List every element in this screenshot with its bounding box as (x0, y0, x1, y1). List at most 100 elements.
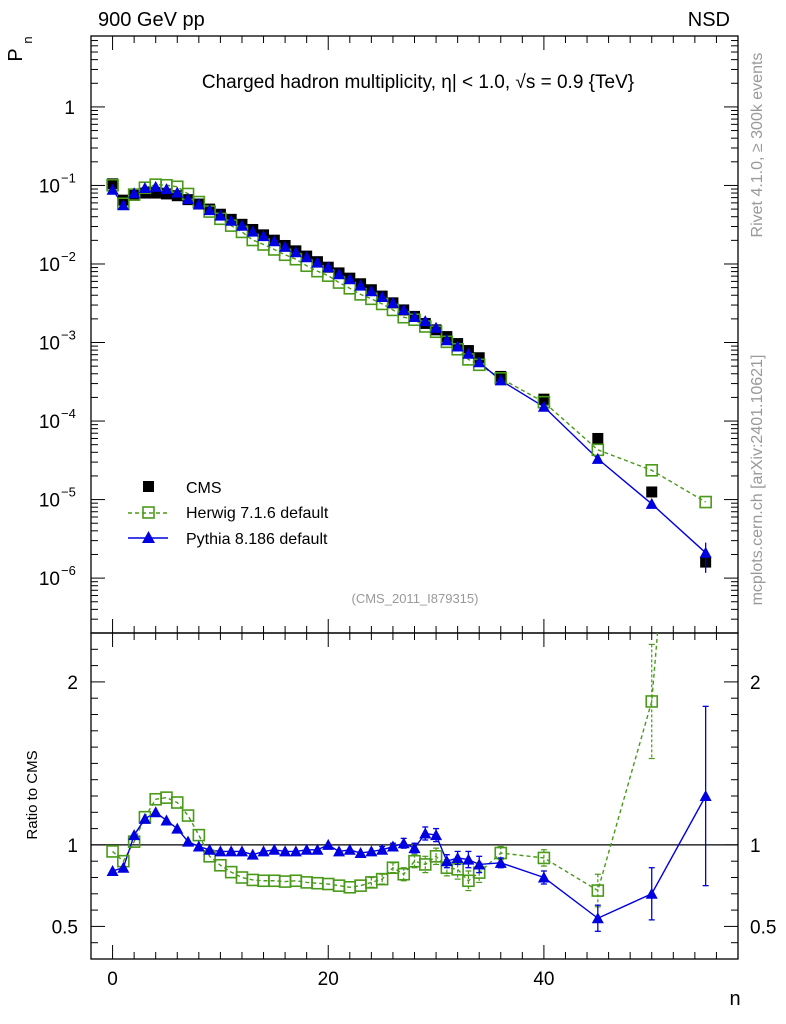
pythia-ratio-point (494, 856, 507, 868)
cms-point (592, 432, 604, 444)
ratio-axis-label: Ratio to CMS (24, 750, 41, 839)
pythia-ratio-point (333, 845, 346, 857)
pythia-ratio-point (365, 845, 378, 857)
pythia-point (106, 183, 119, 195)
herwig-ratio-point (700, 57, 711, 68)
mcplots-label: mcplots.cern.ch [arXiv:2401.10621] (749, 355, 766, 606)
legend-herwig-label: Herwig 7.1.6 default (186, 505, 329, 522)
y-tick-exponent: −2 (61, 249, 76, 264)
herwig-ratio-point (386, 861, 400, 875)
y-tick-label: 10 (39, 255, 60, 276)
pythia-point (171, 186, 184, 198)
pythia-point (430, 321, 443, 333)
legend-pythia-label: Pythia 8.186 default (186, 531, 328, 548)
pythia-point (408, 311, 421, 323)
pythia-point (149, 180, 162, 192)
pythia-point (311, 256, 324, 268)
pythia-point (537, 400, 550, 412)
pythia-ratio-point (699, 790, 712, 801)
ratio-tick-label-right: 1 (750, 836, 761, 857)
y-tick-exponent: −1 (61, 170, 76, 185)
pythia-ratio-point (225, 845, 238, 857)
pythia-point (451, 340, 464, 352)
pythia-ratio-point (430, 829, 443, 841)
pythia-point (192, 198, 205, 210)
ratio-tick-label-left: 0.5 (52, 917, 78, 938)
y-tick-label: 10 (39, 569, 60, 590)
pythia-point (235, 219, 248, 231)
y-axis-label: P n (5, 36, 35, 61)
pythia-ratio-point (192, 840, 205, 852)
pythia-ratio-point (235, 845, 248, 857)
legend: CMS Herwig 7.1.6 default Pythia 8.186 de… (128, 480, 329, 548)
pythia-ratio-point (279, 845, 292, 857)
y-tick-label: 1 (64, 98, 75, 119)
herwig-line (111, 183, 707, 503)
pythia-ratio-point (645, 887, 658, 899)
herwig-ratio-point (429, 850, 443, 863)
ratio-tick-label-right: 0.5 (750, 917, 776, 938)
x-tick-label: 0 (107, 969, 118, 990)
y-tick-exponent: −6 (61, 563, 76, 578)
herwig-point (645, 463, 659, 477)
y-tick-exponent: −4 (61, 406, 76, 421)
data-layer (106, 57, 712, 932)
cms-point (150, 187, 162, 199)
ratio-plot-frame (90, 632, 739, 960)
pythia-ratio-point (473, 858, 486, 870)
pythia-ratio-point (462, 853, 475, 865)
ratio-tick-label-left: 2 (67, 673, 78, 694)
pythia-ratio-point (149, 806, 162, 818)
pythia-point (117, 199, 130, 211)
pythia-ratio-point (160, 814, 173, 826)
analysis-id-label: (CMS_2011_I879315) (352, 591, 479, 606)
pythia-ratio-point (300, 843, 313, 855)
herwig-ratio-point (192, 828, 206, 842)
pythia-point (365, 285, 378, 297)
ratio-tick-label-right: 2 (750, 673, 761, 694)
legend-cms-label: CMS (186, 480, 222, 497)
header-energy-label: 900 GeV pp (98, 9, 205, 31)
rivet-version-label: Rivet 4.1.0, ≥ 300k events (749, 53, 766, 238)
pythia-point (138, 182, 151, 194)
y-tick-label: 10 (39, 334, 60, 355)
y-axis-label-base: P (5, 48, 27, 61)
y-tick-label: 10 (39, 491, 60, 512)
herwig-ratio-point (170, 796, 184, 809)
pythia-point (494, 374, 507, 386)
pythia-point (397, 303, 410, 315)
herwig-ratio-point (397, 867, 411, 881)
pythia-ratio-point (246, 848, 259, 860)
pythia-ratio-point (408, 842, 421, 854)
pythia-ratio-point (537, 871, 550, 883)
pythia-point (333, 268, 346, 280)
pythia-point (300, 251, 313, 263)
pythia-point (343, 273, 356, 285)
pythia-point (268, 235, 281, 247)
y-tick-label: 10 (39, 412, 60, 433)
pythia-ratio-point (268, 843, 281, 855)
herwig-ratio-line (112, 633, 659, 892)
y-axis-label-sub: n (20, 36, 35, 43)
header-process-label: NSD (688, 9, 730, 31)
pythia-point (257, 230, 270, 242)
y-tick-exponent: −3 (61, 328, 76, 343)
pythia-point (591, 452, 604, 464)
x-tick-label: 20 (318, 969, 339, 990)
y-tick-exponent: −5 (61, 485, 76, 500)
pythia-point (214, 209, 227, 221)
pythia-ratio-point (106, 864, 119, 876)
pythia-point (419, 315, 432, 327)
herwig-point (699, 495, 712, 509)
pythia-ratio-point (257, 845, 270, 857)
pythia-ratio-point (289, 845, 302, 857)
pythia-ratio-point (214, 845, 227, 857)
ratio-tick-label-left: 1 (67, 836, 78, 857)
herwig-ratio-point (375, 872, 389, 886)
y-tick-label: 10 (39, 176, 60, 197)
plot-title: Charged hadron multiplicity, η| < 1.0, √… (202, 72, 634, 93)
pythia-point (376, 290, 389, 302)
pythia-ratio-point (171, 822, 184, 834)
pythia-ratio-point (138, 812, 151, 824)
herwig-ratio-point (181, 809, 195, 822)
